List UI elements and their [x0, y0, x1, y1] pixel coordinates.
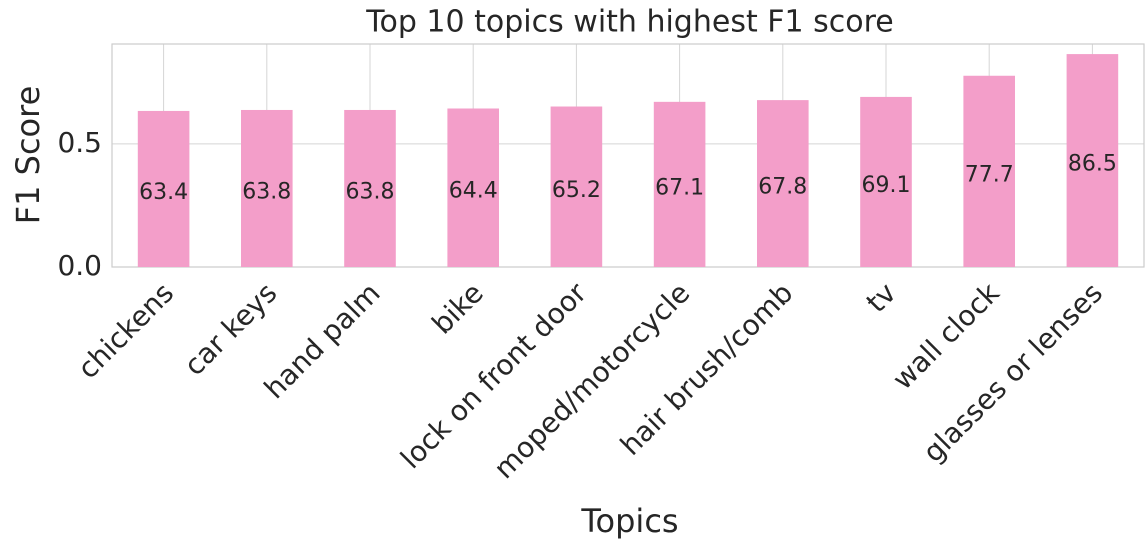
x-tick-label: glasses or lenses — [916, 276, 1109, 469]
value-label: 67.8 — [758, 175, 807, 200]
value-label: 63.4 — [139, 180, 188, 205]
x-tick-label: chickens — [71, 276, 180, 385]
bar — [757, 100, 809, 267]
bar — [137, 110, 190, 268]
value-label: 67.1 — [655, 175, 704, 200]
x-tick-label: lock on front door — [394, 276, 593, 475]
bar — [653, 101, 706, 267]
y-tick-label: 0.0 — [57, 249, 102, 282]
value-label: 64.4 — [449, 179, 498, 204]
bar — [344, 109, 396, 267]
bar — [963, 75, 1015, 268]
x-tick-label: bike — [425, 276, 489, 340]
value-label: 63.8 — [346, 179, 395, 204]
bar — [1066, 54, 1119, 267]
x-tick-label: moped/motorcycle — [487, 276, 696, 485]
x-tick-label: hair brush/comb — [614, 276, 800, 462]
x-tick-label: tv — [860, 276, 903, 319]
bar — [550, 106, 603, 267]
value-label: 65.2 — [552, 178, 601, 203]
plot-frame — [111, 43, 1145, 268]
bar — [447, 108, 499, 268]
bar — [860, 96, 912, 267]
x-axis-label: Topics — [580, 502, 678, 540]
y-tick-label: 0.5 — [57, 126, 102, 159]
chart-title: Top 10 topics with highest F1 score — [365, 5, 894, 40]
y-axis-label: F1 Score — [9, 86, 47, 225]
value-label: 77.7 — [965, 162, 1014, 187]
value-label: 86.5 — [1068, 152, 1117, 177]
bar — [241, 109, 293, 267]
x-tick-label: car keys — [178, 276, 284, 382]
value-label: 63.8 — [242, 179, 291, 204]
value-label: 69.1 — [862, 173, 911, 198]
